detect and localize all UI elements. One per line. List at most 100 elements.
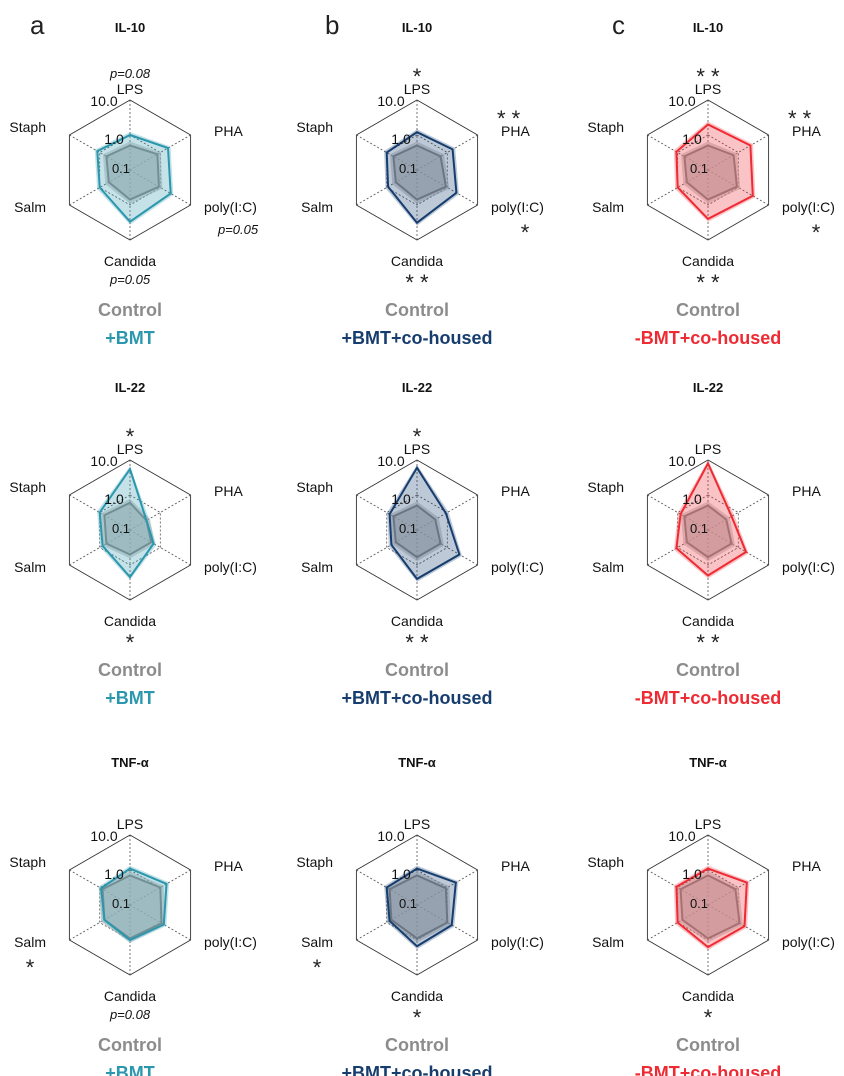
ring-label: 0.1 bbox=[399, 161, 417, 176]
annotation-candida: * bbox=[704, 1005, 713, 1030]
axis-label-staph: Staph bbox=[587, 479, 624, 495]
treatment-series-line bbox=[385, 131, 458, 225]
ring-label: 10.0 bbox=[377, 93, 404, 109]
legend-control: Control bbox=[98, 300, 162, 320]
treatment-series-band bbox=[94, 132, 174, 225]
chart-title: TNF-α bbox=[689, 755, 727, 770]
chart-title: IL-22 bbox=[693, 380, 723, 395]
annotation-candida: * bbox=[126, 630, 135, 655]
axis-label-lps: LPS bbox=[404, 81, 430, 97]
axis-label-candida: Candida bbox=[391, 253, 443, 269]
annotation-lps: * * bbox=[696, 64, 720, 89]
grid-ring bbox=[677, 134, 739, 206]
control-series-line bbox=[392, 504, 442, 559]
annotation-salm: * bbox=[26, 955, 35, 980]
legend-treatment: +BMT bbox=[105, 688, 155, 708]
treatment-series-band bbox=[673, 121, 756, 222]
axis-label-candida: Candida bbox=[104, 253, 156, 269]
axis-label-lps: LPS bbox=[404, 816, 430, 832]
annotation-candida: * bbox=[413, 1005, 422, 1030]
legend-treatment: +BMT bbox=[105, 328, 155, 348]
ring-label: 1.0 bbox=[391, 491, 411, 507]
axis-label-polyic: poly(I:C) bbox=[782, 934, 835, 950]
axis-label-staph: Staph bbox=[9, 479, 46, 495]
treatment-series-band bbox=[384, 129, 459, 226]
axis-label-pha: PHA bbox=[214, 858, 243, 874]
axis-label-salm: Salm bbox=[301, 934, 333, 950]
chart-title: TNF-α bbox=[111, 755, 149, 770]
annotation-polyic: * bbox=[812, 220, 821, 245]
legend-treatment: +BMT+co-housed bbox=[341, 328, 492, 348]
legend-treatment: -BMT+co-housed bbox=[635, 688, 782, 708]
chart-title: IL-22 bbox=[115, 380, 145, 395]
axis-label-lps: LPS bbox=[404, 441, 430, 457]
legend-control: Control bbox=[385, 660, 449, 680]
ring-label: 10.0 bbox=[90, 453, 117, 469]
ring-label: 10.0 bbox=[377, 453, 404, 469]
legend-control: Control bbox=[385, 300, 449, 320]
axis-label-pha: PHA bbox=[214, 483, 243, 499]
treatment-series-line bbox=[96, 133, 172, 224]
legend-treatment: -BMT+co-housed bbox=[635, 328, 782, 348]
chart-title: IL-10 bbox=[115, 20, 145, 35]
panel-letter-a: a bbox=[30, 10, 45, 40]
annotation-pha: * * bbox=[497, 106, 521, 131]
grid-ring bbox=[386, 134, 448, 206]
control-series-line bbox=[101, 874, 163, 940]
legend-treatment: +BMT+co-housed bbox=[341, 688, 492, 708]
legend-treatment: -BMT+co-housed bbox=[635, 1063, 782, 1076]
ring-label: 1.0 bbox=[391, 131, 411, 147]
axis-label-polyic: poly(I:C) bbox=[204, 934, 257, 950]
control-series-line bbox=[683, 504, 733, 559]
axis-label-polyic: poly(I:C) bbox=[491, 934, 544, 950]
axis-label-candida: Candida bbox=[391, 988, 443, 1004]
treatment-series-band bbox=[673, 460, 749, 579]
axis-label-candida: Candida bbox=[104, 613, 156, 629]
panel-letter-c: c bbox=[612, 10, 625, 40]
axis-label-polyic: poly(I:C) bbox=[491, 199, 544, 215]
axis-label-candida: Candida bbox=[682, 988, 734, 1004]
radar-chart-5: IL-22 10.0 1.0 0.1 LPS* PHA poly(I:C) Candida* … bbox=[296, 380, 544, 708]
radar-chart-7: TNF-α 10.0 1.0 0.1 LPS PHA poly(I:C) Candida p=0… bbox=[9, 755, 257, 1076]
axis-label-salm: Salm bbox=[592, 934, 624, 950]
chart-title: TNF-α bbox=[398, 755, 436, 770]
ring-label: 10.0 bbox=[668, 828, 695, 844]
axis-label-salm: Salm bbox=[301, 199, 333, 215]
axis-label-staph: Staph bbox=[9, 119, 46, 135]
ring-label: 0.1 bbox=[112, 161, 130, 176]
treatment-series-line bbox=[100, 867, 168, 942]
axis-label-candida: Candida bbox=[682, 253, 734, 269]
annotation-lps: * bbox=[413, 424, 422, 449]
axis-label-salm: Salm bbox=[301, 559, 333, 575]
axis-label-polyic: poly(I:C) bbox=[782, 559, 835, 575]
ring-label: 0.1 bbox=[690, 896, 708, 911]
radar-chart-6: IL-22 10.0 1.0 0.1 LPS PHA poly(I:C) Candida* *… bbox=[587, 380, 835, 708]
axis-label-pha: PHA bbox=[501, 858, 530, 874]
ring-label: 0.1 bbox=[690, 161, 708, 176]
control-series-line bbox=[679, 874, 741, 940]
axis-label-candida: Candida bbox=[682, 613, 734, 629]
legend-control: Control bbox=[385, 1035, 449, 1055]
annotation-candida: p=0.05 bbox=[109, 272, 151, 287]
treatment-series-band bbox=[384, 865, 459, 950]
ring-label: 1.0 bbox=[682, 491, 702, 507]
axis-label-lps: LPS bbox=[695, 816, 721, 832]
annotation-polyic: * bbox=[521, 220, 530, 245]
ring-label: 10.0 bbox=[668, 93, 695, 109]
ring-label: 1.0 bbox=[682, 866, 702, 882]
ring-label: 10.0 bbox=[668, 453, 695, 469]
grid-ring bbox=[99, 494, 161, 566]
axis-label-pha: PHA bbox=[792, 123, 821, 139]
ring-label: 0.1 bbox=[112, 896, 130, 911]
treatment-series-line bbox=[98, 466, 155, 579]
legend-control: Control bbox=[676, 300, 740, 320]
legend-treatment: +BMT+co-housed bbox=[341, 1063, 492, 1076]
axis-label-candida: Candida bbox=[391, 613, 443, 629]
annotation-lps: * bbox=[126, 424, 135, 449]
treatment-series-band bbox=[673, 865, 750, 951]
ring-label: 10.0 bbox=[90, 828, 117, 844]
legend-control: Control bbox=[98, 1035, 162, 1055]
grid-ring bbox=[386, 494, 448, 566]
